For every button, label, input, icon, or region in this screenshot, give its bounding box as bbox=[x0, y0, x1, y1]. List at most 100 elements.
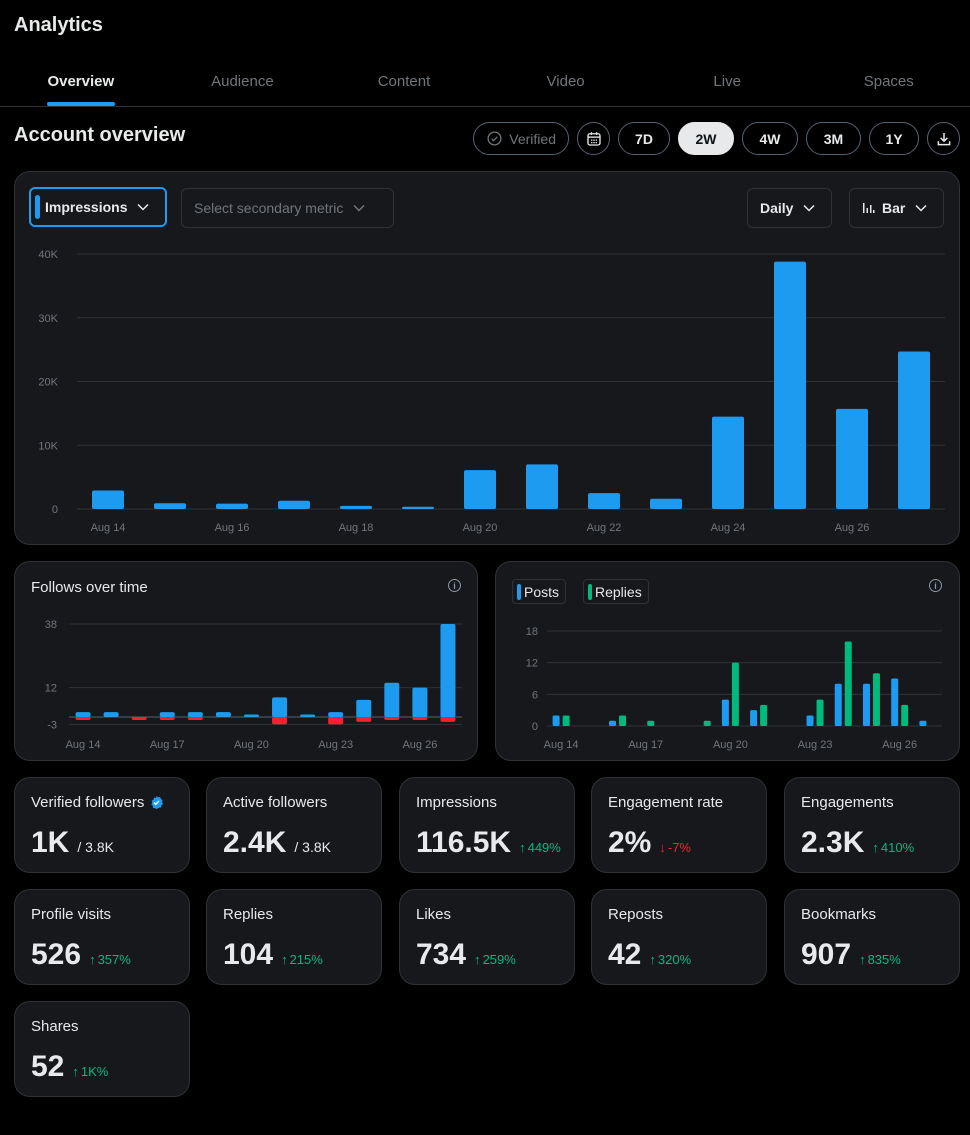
x-tick-label: Aug 14 bbox=[544, 739, 579, 751]
x-tick-label: Aug 20 bbox=[463, 522, 498, 534]
y-tick-label: 20K bbox=[38, 377, 58, 389]
arrow-up-icon: ↑ bbox=[872, 840, 879, 855]
stat-value: 2.3K bbox=[801, 826, 865, 859]
stat-label: Replies bbox=[223, 906, 274, 923]
range-4w-button[interactable]: 4W bbox=[742, 122, 798, 155]
impressions-bar bbox=[278, 500, 310, 509]
stat-value: 2.4K bbox=[223, 826, 287, 859]
stat-value: 526 bbox=[31, 938, 82, 971]
arrow-up-icon: ↑ bbox=[89, 952, 96, 967]
y-tick-label: 0 bbox=[52, 504, 58, 516]
x-tick-label: Aug 22 bbox=[587, 522, 622, 534]
unfollows-bar bbox=[159, 717, 175, 720]
x-tick-label: Aug 17 bbox=[628, 739, 663, 751]
chevron-down-icon bbox=[353, 204, 365, 212]
follows-bar bbox=[75, 712, 91, 717]
impressions-bar bbox=[836, 408, 868, 509]
arrow-up-icon: ↑ bbox=[72, 1064, 79, 1079]
range-7d-button[interactable]: 7D bbox=[618, 122, 670, 155]
granularity-dropdown[interactable]: Daily bbox=[747, 188, 832, 228]
calendar-button[interactable] bbox=[577, 122, 610, 155]
tab-audience[interactable]: Audience bbox=[211, 72, 274, 90]
y-tick-label: -3 bbox=[47, 719, 57, 731]
x-tick-label: Aug 16 bbox=[215, 522, 250, 534]
stat-value: 734 bbox=[416, 938, 467, 971]
legend-posts[interactable]: Posts bbox=[512, 579, 567, 604]
info-icon[interactable]: i bbox=[929, 579, 942, 592]
x-tick-label: Aug 17 bbox=[150, 739, 185, 751]
tab-content[interactable]: Content bbox=[377, 72, 431, 90]
primary-metric-dropdown[interactable]: Impressions bbox=[29, 187, 167, 227]
range-2w-button[interactable]: 2W bbox=[678, 122, 734, 155]
stat-reposts: Reposts 42 ↑ 320% bbox=[591, 889, 767, 985]
stat-value: 116.5K bbox=[416, 826, 512, 859]
impressions-bar bbox=[92, 490, 124, 509]
stat-engagement-rate: Engagement rate 2% ↓ -7% bbox=[591, 777, 767, 873]
stat-change: ↑ 449% bbox=[519, 840, 561, 855]
impressions-bar bbox=[588, 493, 620, 509]
chart-type-label: Bar bbox=[882, 200, 906, 216]
secondary-metric-dropdown[interactable]: Select secondary metric bbox=[181, 188, 394, 228]
stat-change: ↑ 215% bbox=[281, 952, 323, 967]
stat-change: ↑ 357% bbox=[89, 952, 131, 967]
download-button[interactable] bbox=[927, 122, 960, 155]
info-icon[interactable]: i bbox=[448, 579, 461, 592]
follows-bar bbox=[384, 682, 400, 717]
stat-value: 104 bbox=[223, 938, 274, 971]
stat-value: 1K bbox=[31, 826, 70, 859]
impressions-bar bbox=[650, 498, 682, 509]
secondary-metric-placeholder: Select secondary metric bbox=[194, 200, 344, 216]
posts-bar bbox=[862, 683, 870, 726]
legend-replies[interactable]: Replies bbox=[583, 579, 649, 604]
stat-total: / 3.8K bbox=[294, 839, 331, 855]
follows-bar bbox=[215, 712, 231, 717]
y-tick-label: 12 bbox=[45, 683, 57, 695]
stat-shares: Shares 52 ↑ 1K% bbox=[14, 1001, 190, 1097]
chevron-down-icon bbox=[915, 204, 927, 212]
posts-replies-chart-card: Posts Replies i 0 6 12 18 Aug 14 Aug 17 Aug 20… bbox=[495, 561, 960, 761]
primary-metric-label: Impressions bbox=[45, 199, 128, 215]
tab-video[interactable]: Video bbox=[546, 72, 585, 90]
calendar-icon bbox=[586, 131, 601, 146]
y-tick-label: 10K bbox=[38, 440, 58, 452]
y-tick-label: 6 bbox=[532, 689, 538, 701]
analytics-tabs: Overview Audience Content Video Live Spa… bbox=[0, 56, 970, 107]
follows-bar bbox=[243, 714, 259, 717]
tab-overview[interactable]: Overview bbox=[0, 56, 162, 106]
y-tick-label: 12 bbox=[526, 658, 538, 670]
x-tick-label: Aug 18 bbox=[339, 522, 374, 534]
impressions-bar bbox=[340, 505, 372, 509]
replies-bar bbox=[647, 720, 655, 726]
stat-label: Engagements bbox=[801, 794, 894, 811]
x-tick-label: Aug 14 bbox=[66, 739, 101, 751]
stat-label: Verified followers bbox=[31, 794, 145, 811]
tab-live[interactable]: Live bbox=[713, 72, 741, 90]
arrow-up-icon: ↑ bbox=[859, 952, 866, 967]
x-tick-label: Aug 24 bbox=[711, 522, 746, 534]
stat-label: Profile visits bbox=[31, 906, 112, 923]
replies-bar bbox=[562, 715, 570, 726]
bar-chart-icon bbox=[863, 203, 875, 213]
stat-label: Shares bbox=[31, 1018, 79, 1035]
replies-bar bbox=[872, 673, 880, 726]
y-tick-label: 40K bbox=[38, 249, 58, 261]
unfollows-bar bbox=[356, 717, 372, 722]
replies-bar bbox=[760, 704, 768, 726]
x-tick-label: Aug 23 bbox=[318, 739, 353, 751]
verified-badge-icon bbox=[151, 795, 164, 810]
chart-type-dropdown[interactable]: Bar bbox=[849, 188, 944, 228]
tab-spaces[interactable]: Spaces bbox=[863, 72, 914, 90]
download-icon bbox=[937, 132, 950, 145]
stat-change: ↑ 835% bbox=[859, 952, 901, 967]
posts-bar bbox=[891, 678, 899, 726]
verified-filter-button[interactable]: Verified bbox=[473, 122, 569, 155]
replies-bar bbox=[816, 699, 824, 726]
range-3m-button[interactable]: 3M bbox=[806, 122, 861, 155]
replies-bar bbox=[844, 641, 852, 726]
impressions-bar bbox=[464, 470, 496, 509]
follows-bar-chart: -3 12 38 Aug 14 Aug 17 Aug 20 Aug 23 Aug 26 bbox=[45, 619, 462, 751]
impressions-bar bbox=[898, 351, 930, 509]
range-1y-button[interactable]: 1Y bbox=[869, 122, 919, 155]
stat-profile-visits: Profile visits 526 ↑ 357% bbox=[14, 889, 190, 985]
impressions-bar bbox=[712, 416, 744, 509]
